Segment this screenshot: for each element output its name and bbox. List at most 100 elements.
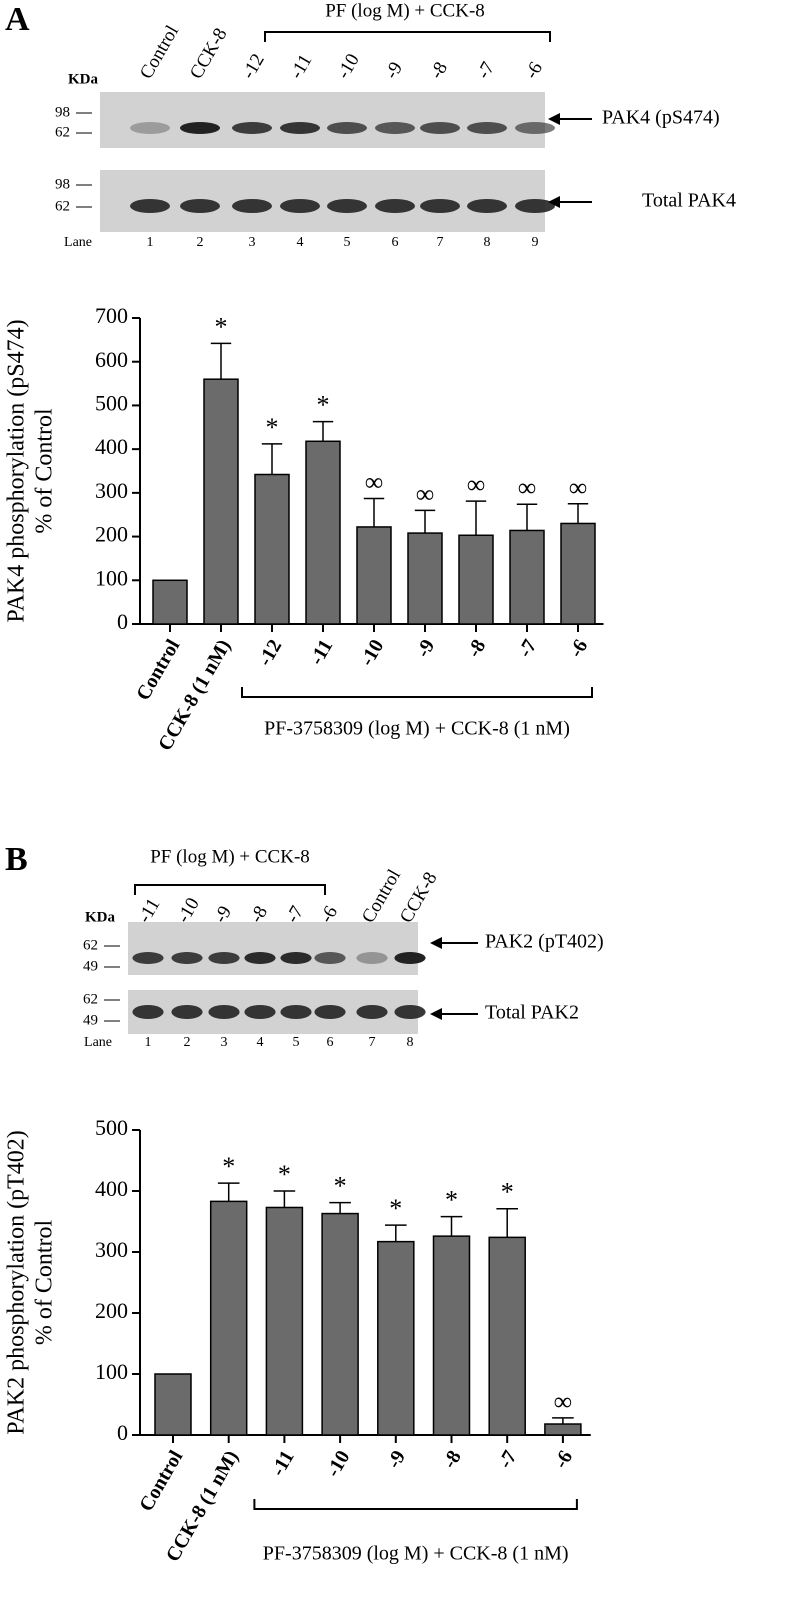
marker-label: 62 [83, 991, 98, 1007]
band [467, 122, 507, 134]
band [280, 1005, 312, 1019]
marker-label: 98 [55, 104, 70, 120]
lane-label: -11 [286, 51, 316, 83]
x-tick-label: -6 [550, 1447, 577, 1472]
arrow-head [430, 1008, 442, 1020]
arrow-head [548, 113, 560, 125]
band-label: PAK2 (pT402) [485, 931, 604, 953]
band [280, 122, 320, 134]
blot-strip [100, 170, 545, 232]
lane-number: 1 [147, 235, 154, 250]
bracket [253, 1499, 578, 1510]
x-tick-label: -10 [356, 636, 388, 670]
x-tick-label: -10 [322, 1447, 354, 1481]
lane-number: 7 [369, 1035, 376, 1050]
x-tick-label: -8 [438, 1447, 465, 1472]
x-tick-label: -7 [494, 1447, 521, 1472]
significance-mark: ∞ [467, 470, 486, 499]
band [467, 199, 507, 213]
significance-mark: ∞ [416, 479, 435, 508]
y-axis-label: PAK4 phosphorylation (pS474) [4, 319, 30, 622]
band [314, 1005, 346, 1019]
error-bar [363, 497, 385, 527]
band [180, 122, 220, 134]
band [420, 199, 460, 213]
band [375, 122, 415, 134]
bar [265, 1206, 304, 1436]
significance-mark: * [278, 1160, 291, 1189]
lane-label: -7 [473, 58, 499, 82]
bar [152, 579, 188, 625]
error-bar [567, 503, 589, 524]
y-tick-label: 300 [95, 1237, 128, 1262]
marker-label: 49 [83, 958, 98, 974]
bar [305, 440, 341, 625]
significance-mark: * [222, 1152, 235, 1181]
lane-label: CCK-8 [186, 25, 232, 83]
significance-mark: * [501, 1178, 514, 1207]
y-tick-label: 500 [95, 390, 128, 415]
band [356, 1005, 388, 1019]
error-bar [414, 509, 436, 534]
arrow-head [548, 196, 560, 208]
band [171, 952, 203, 964]
lane-number: 6 [327, 1035, 334, 1050]
panel-letter: B [5, 841, 28, 878]
y-tick-label: 0 [117, 1420, 128, 1445]
band-label: Total PAK2 [485, 1002, 579, 1024]
lane-label: -10 [173, 894, 204, 926]
significance-mark: ∞ [554, 1387, 573, 1416]
band [208, 1005, 240, 1019]
significance-mark: * [334, 1172, 347, 1201]
blot-header: PF (log M) + CCK-8 [150, 846, 310, 867]
bar [203, 378, 239, 625]
band [244, 1005, 276, 1019]
group-label: PF-3758309 (log M) + CCK-8 (1 nM) [263, 1543, 569, 1565]
y-tick-label: 600 [95, 347, 128, 372]
bar [356, 526, 392, 625]
band-label: Total PAK4 [642, 190, 736, 212]
marker-label: 62 [55, 124, 70, 140]
bar [509, 529, 545, 625]
lane-number: 8 [407, 1035, 414, 1050]
lane-number: 5 [293, 1035, 300, 1050]
error-bar [312, 420, 334, 442]
x-tick-label: -11 [305, 636, 337, 669]
band [232, 199, 272, 213]
band [314, 952, 346, 964]
lane-label: -8 [426, 58, 452, 82]
bracket [264, 31, 551, 42]
error-bar [329, 1201, 351, 1214]
significance-mark: * [215, 312, 228, 341]
bar [209, 1200, 248, 1436]
error-bar [552, 1417, 574, 1425]
lane-number: 2 [184, 1035, 191, 1050]
band [244, 952, 276, 964]
lane-label: -6 [521, 58, 547, 82]
lane-title: Lane [84, 1035, 112, 1050]
y-tick-label: 400 [95, 434, 128, 459]
y-tick-label: 400 [95, 1176, 128, 1201]
bracket [241, 687, 593, 698]
error-bar [440, 1215, 463, 1237]
x-tick-label: -11 [267, 1447, 299, 1480]
significance-mark: * [389, 1194, 402, 1223]
y-tick-label: 300 [95, 478, 128, 503]
kda-label: KDa [68, 71, 99, 87]
error-bar [516, 503, 538, 531]
lane-number: 3 [221, 1035, 228, 1050]
group-label: PF-3758309 (log M) + CCK-8 (1 nM) [264, 718, 570, 740]
lane-number: 2 [197, 235, 204, 250]
band [356, 952, 388, 964]
y-tick-label: 100 [95, 1359, 128, 1384]
lane-number: 6 [392, 235, 399, 250]
x-tick-label: -8 [463, 636, 490, 661]
bar [560, 522, 596, 625]
significance-mark: * [317, 391, 330, 420]
y-tick-label: 200 [95, 1298, 128, 1323]
band [394, 1005, 426, 1019]
band [375, 199, 415, 213]
y-tick-label: 700 [95, 303, 128, 328]
lane-number: 1 [145, 1035, 152, 1050]
y-tick-label: 200 [95, 522, 128, 547]
